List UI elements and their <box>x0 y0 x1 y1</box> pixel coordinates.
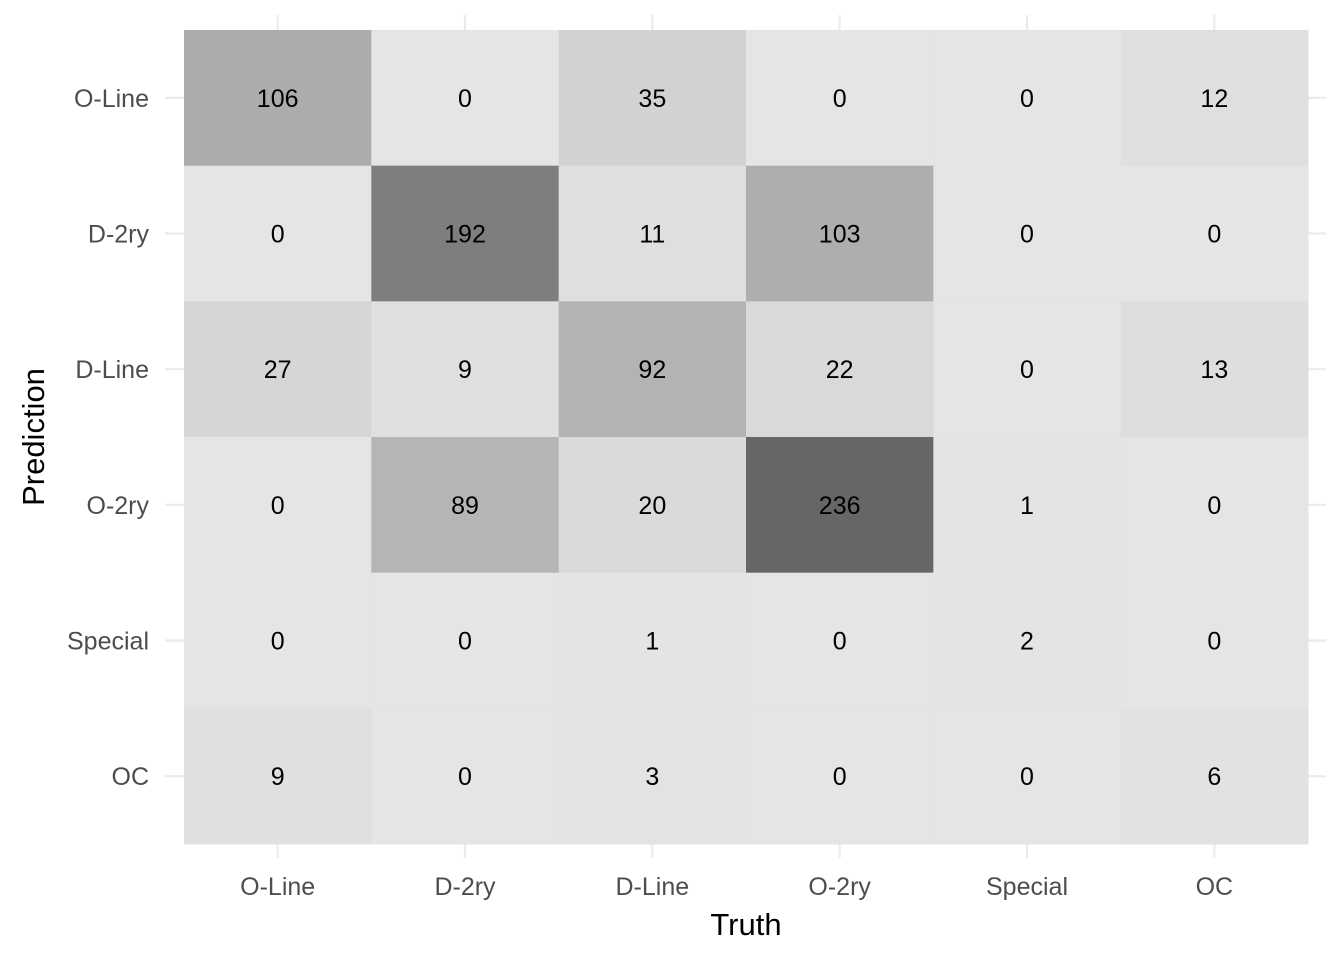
cell-value-label: 0 <box>1207 492 1221 520</box>
heatmap-cell <box>933 165 1122 302</box>
heatmap-cell <box>1120 708 1309 845</box>
heatmap-cell <box>746 30 934 167</box>
heatmap-cells: 106 0 35 0 0 120 192 11 103 0 027 9 92 22 0 130 89 20 236 1… <box>184 30 1309 845</box>
cell-value-label: 0 <box>271 221 285 249</box>
heatmap-cell <box>558 437 747 574</box>
cell-value-label: 0 <box>833 628 847 656</box>
heatmap-cell <box>1120 301 1309 438</box>
heatmap-cell <box>371 301 560 438</box>
heatmap-cell <box>558 708 747 845</box>
cell-value-label: 0 <box>833 763 847 791</box>
cell-value-label: 0 <box>271 492 285 520</box>
cell-value-label: 0 <box>458 763 472 791</box>
y-tick-label-d-line: D-Line <box>75 356 149 384</box>
heatmap-cell <box>933 301 1122 438</box>
heatmap-cell <box>1120 165 1309 302</box>
cell-value-label: 0 <box>458 85 472 113</box>
cell-value-label: 0 <box>1020 356 1034 384</box>
x-tick-label-o-line: O-Line <box>240 873 315 901</box>
heatmap-cell <box>746 708 934 845</box>
x-tick-label-d-line: D-Line <box>616 873 690 901</box>
cell-value-label: 0 <box>271 628 285 656</box>
cell-value-label: 1 <box>645 628 659 656</box>
cell-value-label: 0 <box>1020 221 1034 249</box>
cell-value-label: 6 <box>1207 763 1221 791</box>
y-tick-label-special: Special <box>67 628 149 656</box>
cell-value-label: 0 <box>1207 221 1221 249</box>
heatmap-cell <box>558 301 747 438</box>
cell-value-label: 12 <box>1200 85 1228 113</box>
cell-value-label: 2 <box>1020 628 1034 656</box>
heatmap-cell <box>746 165 934 302</box>
y-tick-label-oc: OC <box>112 763 150 791</box>
cell-value-label: 22 <box>826 356 854 384</box>
x-tick-label-o-2ry: O-2ry <box>808 873 871 901</box>
cell-value-label: 0 <box>1207 628 1221 656</box>
heatmap-cell <box>184 301 372 438</box>
heatmap-cell <box>371 165 560 302</box>
heatmap-cell <box>933 708 1122 845</box>
y-axis-title: Prediction <box>16 368 51 506</box>
heatmap-cell <box>371 437 560 574</box>
x-tick-label-d-2ry: D-2ry <box>434 873 496 901</box>
y-tick-label-d-2ry: D-2ry <box>88 221 150 249</box>
cell-value-label: 35 <box>638 85 666 113</box>
y-tick-label-o-line: O-Line <box>74 85 149 113</box>
cell-value-label: 0 <box>1020 85 1034 113</box>
heatmap-cell <box>1120 30 1309 167</box>
cell-value-label: 103 <box>819 221 861 249</box>
cell-value-label: 89 <box>451 492 479 520</box>
heatmap-cell <box>184 437 372 574</box>
x-axis-tick-labels: O-Line D-2ry D-Line O-2ry Special OC <box>240 873 1233 901</box>
cell-value-label: 0 <box>1020 763 1034 791</box>
cell-value-label: 9 <box>458 356 472 384</box>
heatmap-cell <box>184 572 372 709</box>
heatmap-cell <box>746 301 934 438</box>
cell-value-label: 20 <box>638 492 666 520</box>
heatmap-cell <box>746 437 934 574</box>
heatmap-cell <box>371 708 560 845</box>
heatmap-cell <box>184 708 372 845</box>
y-tick-label-o-2ry: O-2ry <box>87 492 150 520</box>
cell-value-label: 192 <box>444 221 486 249</box>
cell-value-label: 1 <box>1020 492 1034 520</box>
heatmap-cell <box>558 30 747 167</box>
heatmap-cell <box>746 572 934 709</box>
heatmap-cell <box>1120 437 1309 574</box>
heatmap-cell <box>558 572 747 709</box>
cell-value-label: 236 <box>819 492 861 520</box>
x-tick-label-special: Special <box>986 873 1068 901</box>
heatmap-cell <box>184 30 372 167</box>
heatmap-cell <box>1120 572 1309 709</box>
cell-value-label: 11 <box>639 221 665 249</box>
heatmap-cell <box>371 30 560 167</box>
heatmap-cell <box>933 30 1122 167</box>
cell-value-label: 0 <box>458 628 472 656</box>
cell-value-label: 3 <box>645 763 659 791</box>
heatmap-cell <box>371 572 560 709</box>
cell-value-label: 106 <box>257 85 299 113</box>
heatmap-cell <box>933 572 1122 709</box>
heatmap-cell <box>184 165 372 302</box>
cell-value-label: 92 <box>638 356 666 384</box>
x-tick-label-oc: OC <box>1196 873 1234 901</box>
x-axis-title: Truth <box>710 907 781 942</box>
cell-value-label: 9 <box>271 763 285 791</box>
y-axis-tick-labels: O-Line D-2ry D-Line O-2ry Special OC <box>67 85 150 791</box>
heatmap-cell <box>933 437 1122 574</box>
cell-value-label: 27 <box>264 356 292 384</box>
heatmap-cell <box>558 165 747 302</box>
cell-value-label: 0 <box>833 85 847 113</box>
cell-value-label: 13 <box>1200 356 1228 384</box>
